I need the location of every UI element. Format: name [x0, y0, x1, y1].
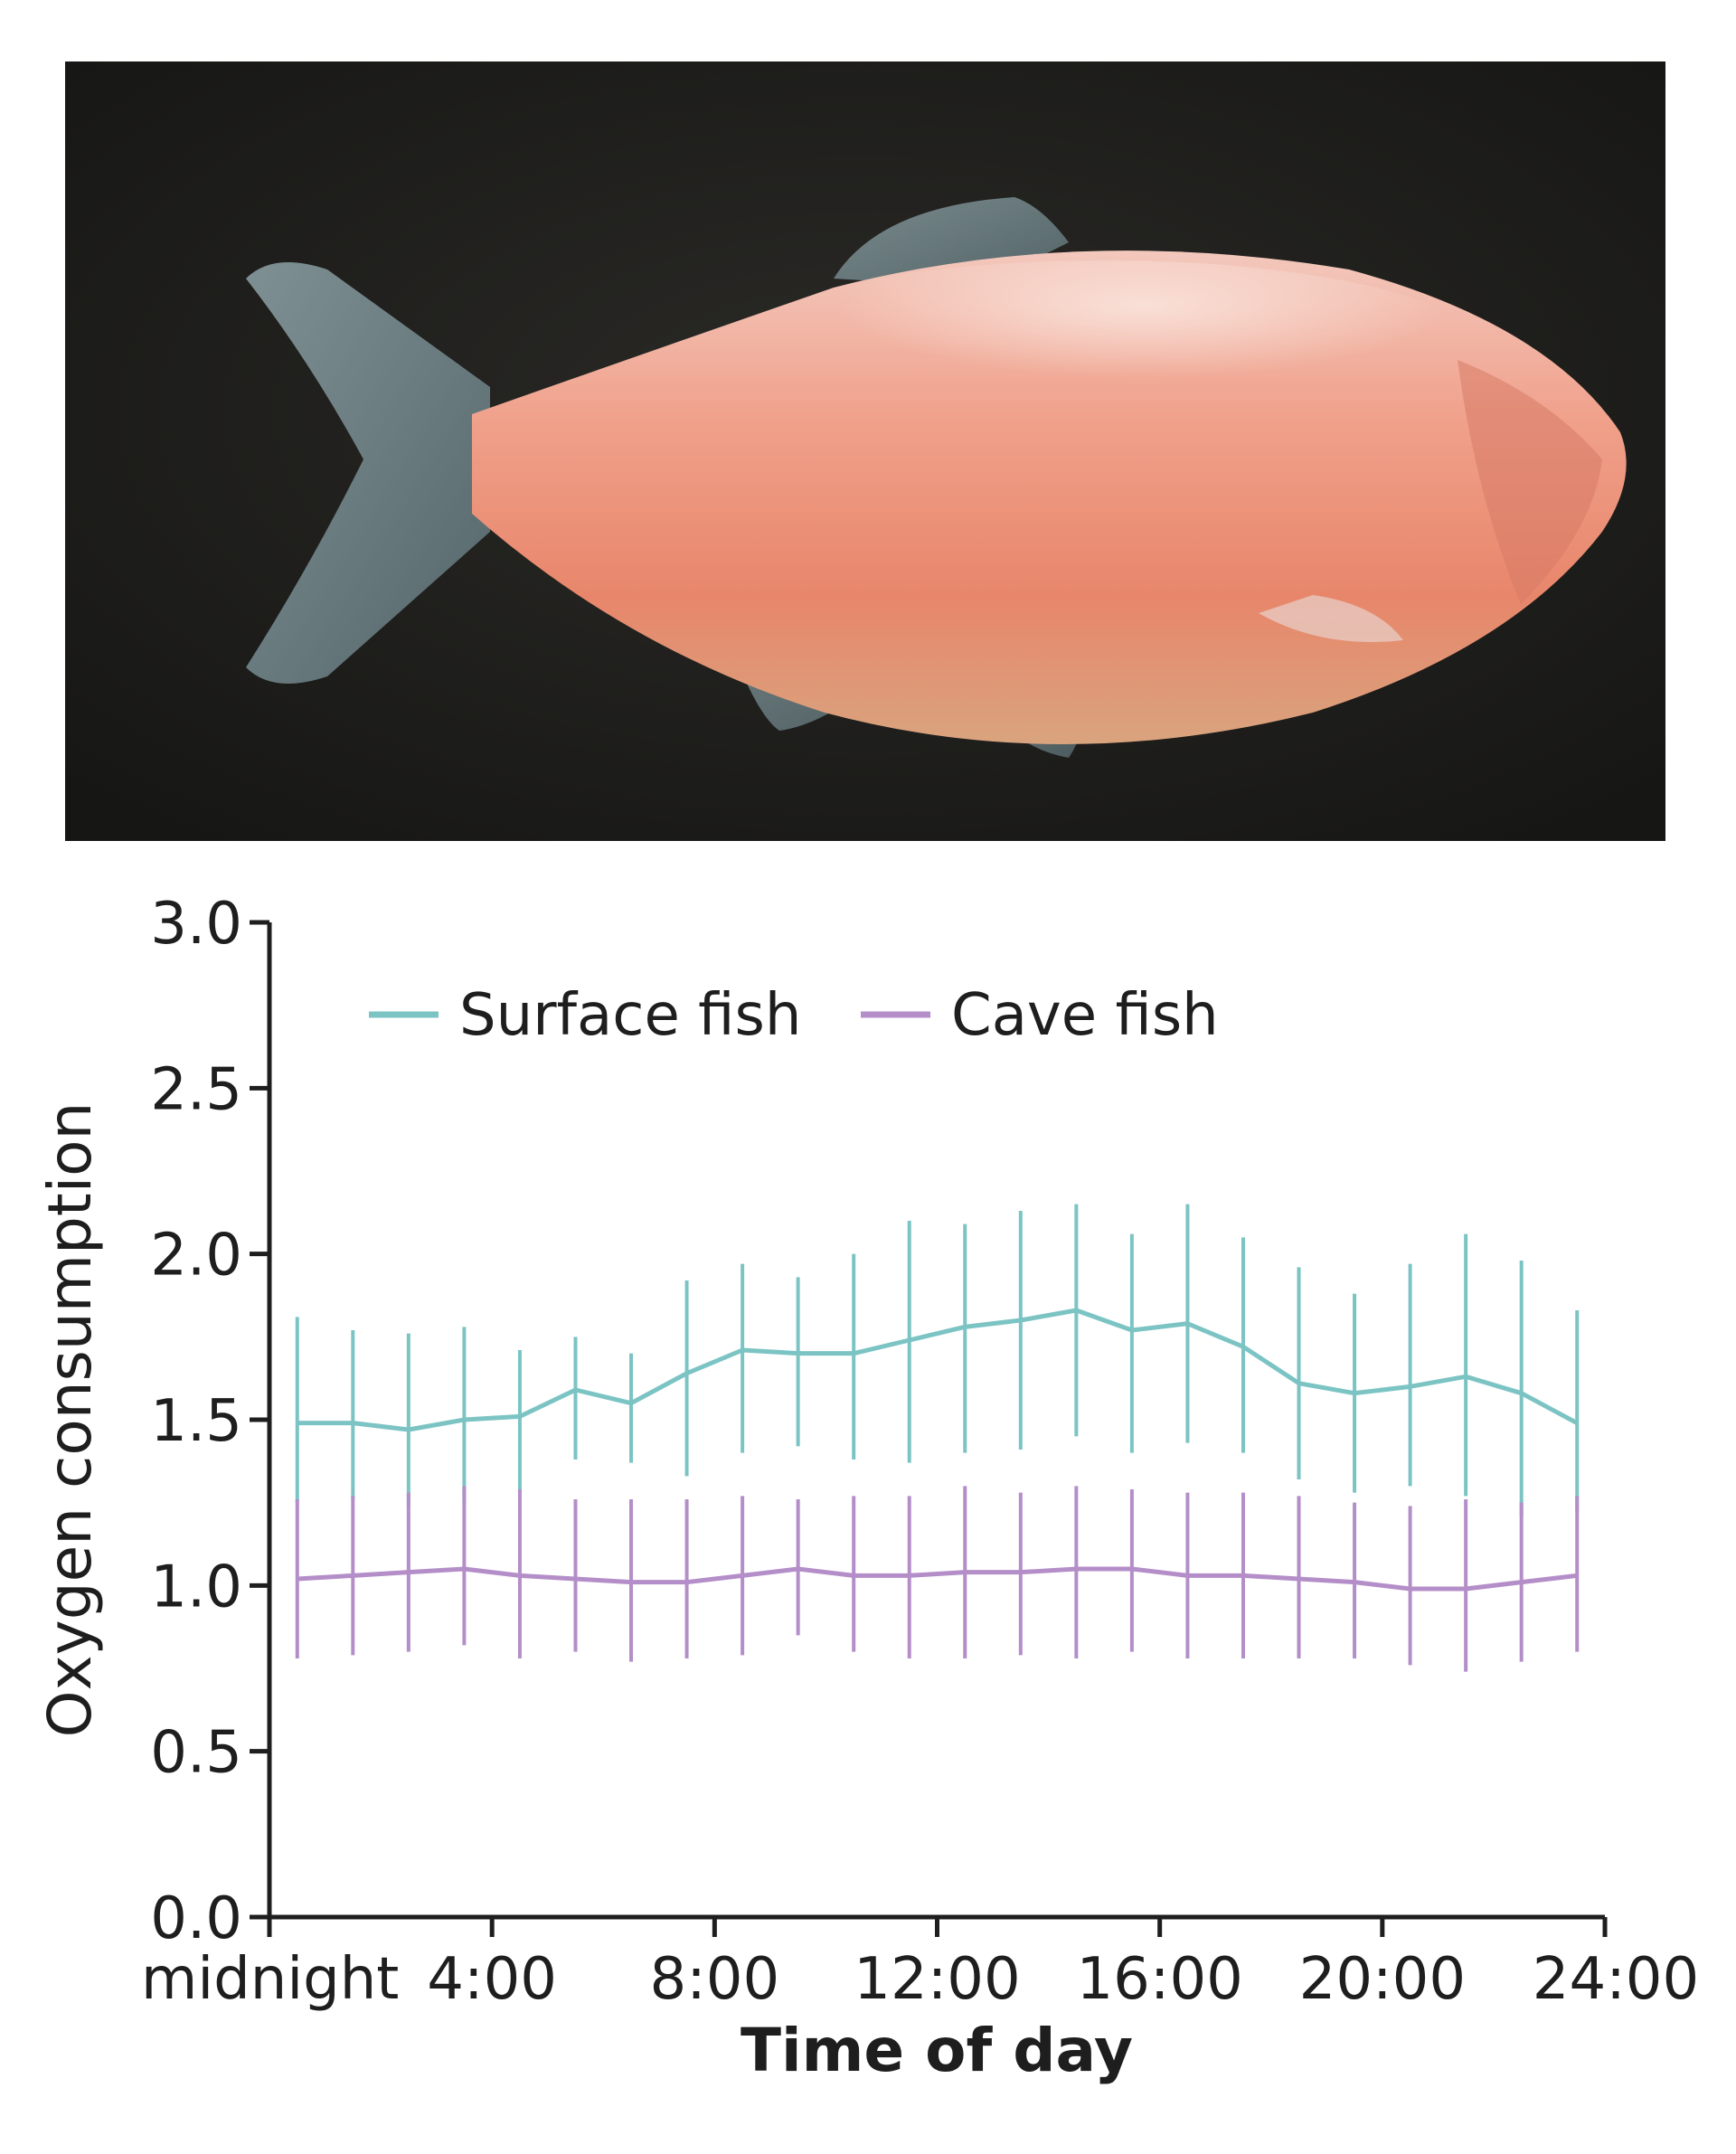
series-line [297, 1308, 1579, 1432]
y-tick-label: 1.0 [150, 1554, 242, 1620]
y-ticks: 0.0 0.5 1.0 1.5 2.0 2.5 3.0 [150, 891, 269, 1952]
series-cave-fish [295, 1486, 1580, 1672]
legend-label-cave: Cave fish [951, 982, 1219, 1049]
y-tick-label: 0.0 [150, 1885, 242, 1952]
series-surface-fish [295, 1204, 1580, 1516]
x-tick-label: 16:00 [1076, 1946, 1242, 2013]
oxygen-chart: 0.0 0.5 1.0 1.5 2.0 2.5 3.0 midnight 4:00 8:00 12… [35, 891, 1699, 2085]
x-tick-label: midnight [141, 1946, 399, 2013]
y-tick-label: 2.0 [150, 1223, 242, 1290]
fish-photo [65, 61, 1665, 841]
y-axis-title: Oxygen consumption [35, 1102, 105, 1738]
x-tick-label: 8:00 [649, 1946, 779, 2013]
x-ticks: midnight 4:00 8:00 12:00 16:00 20:00 24:00 [141, 1917, 1699, 2013]
y-tick-label: 2.5 [150, 1056, 242, 1123]
legend-label-surface: Surface fish [459, 982, 801, 1049]
x-tick-label: 4:00 [427, 1946, 557, 2013]
legend: Surface fish Cave fish [369, 982, 1219, 1049]
y-tick-label: 3.0 [150, 891, 242, 958]
x-tick-label: 24:00 [1533, 1946, 1699, 2013]
x-axis-title: Time of day [741, 2016, 1133, 2085]
y-tick-label: 1.5 [150, 1388, 242, 1455]
x-tick-label: 12:00 [854, 1946, 1020, 2013]
x-tick-label: 20:00 [1299, 1946, 1466, 2013]
series-line [297, 1566, 1578, 1592]
series [295, 1204, 1580, 1672]
y-tick-label: 0.5 [150, 1720, 242, 1787]
